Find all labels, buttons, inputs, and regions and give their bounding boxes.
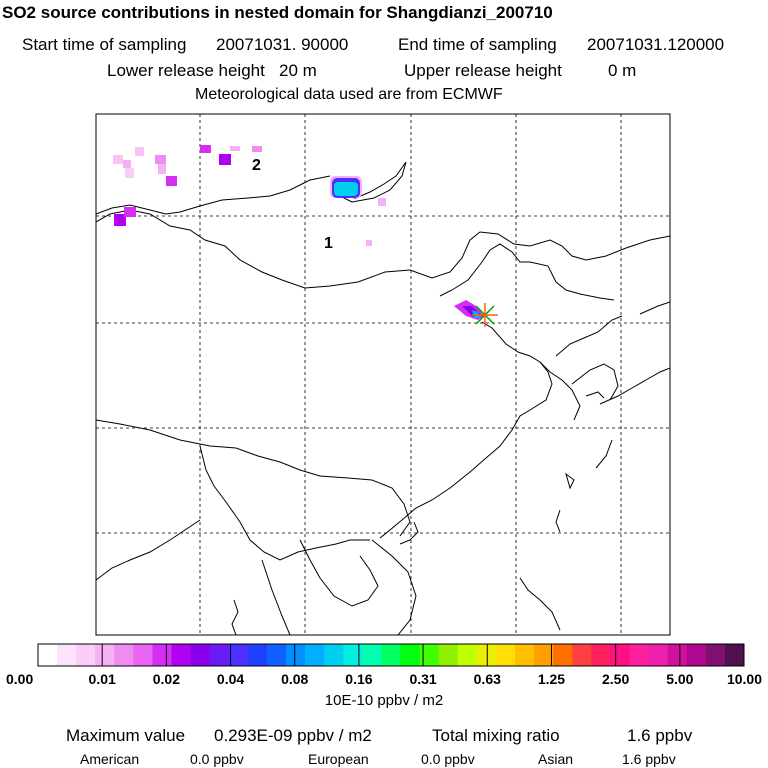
color-bar-swatch bbox=[57, 644, 77, 666]
plot-title: SO2 source contributions in nested domai… bbox=[2, 3, 553, 22]
color-bar-tick-label: 0.31 bbox=[409, 671, 437, 687]
color-bar-swatch bbox=[648, 644, 669, 666]
color-bar-swatch bbox=[591, 644, 611, 666]
lower-release-label: Lower release height bbox=[107, 61, 265, 80]
color-bar-units: 10E-10 ppbv / m2 bbox=[324, 692, 444, 709]
color-bar-tick-label: 1.25 bbox=[537, 671, 566, 687]
color-bar-swatch bbox=[266, 644, 287, 666]
region-label-2: 2 bbox=[252, 157, 261, 174]
color-bar-swatch bbox=[610, 644, 631, 666]
color-bar-swatch bbox=[114, 644, 134, 666]
color-bar-swatch bbox=[38, 644, 58, 666]
total-mixing-value: 1.6 ppbv bbox=[627, 726, 693, 745]
color-bar-tick-label: 0.16 bbox=[345, 671, 373, 687]
lower-release-value: 20 m bbox=[279, 61, 317, 80]
max-value: 0.293E-09 ppbv / m2 bbox=[214, 726, 372, 745]
color-bar-swatch bbox=[457, 644, 478, 666]
color-bar-swatch bbox=[343, 644, 363, 666]
color-bar-swatch bbox=[400, 644, 421, 666]
lat-lon-grid bbox=[96, 114, 670, 635]
american-value: 0.0 ppbv bbox=[190, 751, 244, 767]
end-time-value: 20071031.120000 bbox=[587, 35, 725, 54]
color-bar-swatch bbox=[629, 644, 650, 666]
european-label: European bbox=[308, 751, 369, 767]
color-bar-swatch bbox=[133, 644, 153, 666]
american-label: American bbox=[80, 751, 140, 767]
region-label-1: 1 bbox=[324, 235, 333, 252]
color-bar-swatch bbox=[476, 644, 497, 666]
color-bar-swatch bbox=[209, 644, 230, 666]
start-time-label: Start time of sampling bbox=[22, 35, 187, 54]
met-data-note: Meteorological data used are from ECMWF bbox=[195, 86, 503, 103]
color-bar-swatch bbox=[95, 644, 115, 666]
color-bar-swatch bbox=[724, 644, 745, 666]
concentration-plumes bbox=[113, 145, 484, 320]
receptor-star-icon bbox=[472, 303, 498, 327]
color-bar-swatch bbox=[190, 644, 211, 666]
color-bar-swatch bbox=[686, 644, 707, 666]
color-bar-swatch bbox=[438, 644, 459, 666]
end-time-label: End time of sampling bbox=[398, 35, 557, 54]
upper-release-value: 0 m bbox=[608, 61, 637, 80]
color-bar-swatch bbox=[76, 644, 96, 666]
color-bar-swatch bbox=[152, 644, 173, 666]
color-bar-swatch bbox=[362, 644, 382, 666]
upper-release-label: Upper release height bbox=[404, 61, 562, 80]
coastlines-borders bbox=[96, 161, 670, 635]
color-bar-frame bbox=[37, 643, 745, 667]
color-bar-swatch bbox=[286, 644, 306, 666]
color-bar-tick-label: 5.00 bbox=[666, 671, 694, 687]
color-bar-tick-label: 0.63 bbox=[473, 671, 501, 687]
color-bar-swatch bbox=[228, 644, 249, 666]
color-bar-tick-label: 10.00 bbox=[726, 671, 762, 687]
color-bar-swatch bbox=[247, 644, 268, 666]
asian-value: 1.6 ppbv bbox=[622, 751, 676, 767]
map-content bbox=[96, 114, 670, 635]
color-bar-swatch bbox=[515, 644, 535, 666]
color-bar-swatch bbox=[705, 644, 726, 666]
color-bar-tick-label: 0.02 bbox=[152, 671, 180, 687]
max-value-label: Maximum value bbox=[66, 726, 186, 745]
color-bar-swatch bbox=[305, 644, 325, 666]
color-bar-tick-label: 0.01 bbox=[88, 671, 116, 687]
color-bar-swatch bbox=[534, 644, 554, 666]
color-bar-swatch bbox=[419, 644, 440, 666]
color-bar-swatch bbox=[553, 644, 573, 666]
color-bar-swatch bbox=[667, 644, 688, 666]
total-mixing-label: Total mixing ratio bbox=[432, 726, 560, 745]
color-bar bbox=[37, 643, 745, 667]
color-bar-swatch bbox=[324, 644, 344, 666]
color-bar-tick-label: 0.08 bbox=[281, 671, 309, 687]
european-value: 0.0 ppbv bbox=[421, 751, 475, 767]
color-bar-tick-label: 0.04 bbox=[216, 671, 245, 687]
color-bar-tick-label: 2.50 bbox=[602, 671, 630, 687]
asian-label: Asian bbox=[538, 751, 574, 767]
color-bar-swatch bbox=[495, 644, 516, 666]
color-bar-tick-label: 0.00 bbox=[6, 671, 34, 687]
color-bar-swatch bbox=[381, 644, 402, 666]
color-bar-swatch bbox=[572, 644, 592, 666]
start-time-value: 20071031. 90000 bbox=[216, 35, 349, 54]
color-bar-swatch bbox=[171, 644, 192, 666]
